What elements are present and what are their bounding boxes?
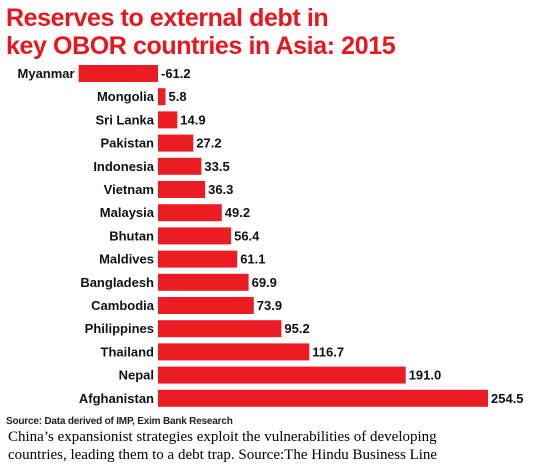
value-label: 61.1 bbox=[240, 252, 265, 267]
chart-title: Reserves to external debt in key OBOR co… bbox=[6, 4, 546, 60]
chart-title-line-2: key OBOR countries in Asia: 2015 bbox=[6, 32, 396, 60]
bar-philippines bbox=[158, 320, 282, 338]
value-label: 49.2 bbox=[225, 205, 250, 220]
bar-nepal bbox=[158, 366, 406, 384]
category-label: Pakistan bbox=[101, 136, 155, 151]
caption-line-2: countries, leading them to a debt trap. … bbox=[8, 447, 438, 463]
bar-maldives bbox=[158, 250, 238, 268]
category-label: Vietnam bbox=[104, 182, 154, 197]
category-label: Maldives bbox=[99, 252, 154, 267]
category-label: Bhutan bbox=[109, 228, 154, 243]
value-label: 191.0 bbox=[409, 368, 442, 383]
value-label: -61.2 bbox=[161, 66, 191, 81]
bar-chart: Myanmar -61.2 Mongolia 5.8 Sri Lanka 14.9 Paki… bbox=[18, 65, 524, 407]
figure-caption: China’s expansionist strategies exploit … bbox=[8, 428, 548, 464]
bar-bangladesh bbox=[158, 273, 249, 291]
value-label: 27.2 bbox=[196, 136, 221, 151]
bar-sri-lanka bbox=[158, 111, 178, 129]
bar-indonesia bbox=[158, 157, 202, 175]
category-label: Thailand bbox=[101, 344, 155, 359]
value-label: 95.2 bbox=[284, 321, 309, 336]
bar-cambodia bbox=[158, 297, 254, 314]
source-note: Source: Data derived of IMP, Exim Bank R… bbox=[6, 416, 233, 427]
category-label: Cambodia bbox=[91, 298, 155, 313]
category-label: Philippines bbox=[85, 321, 154, 336]
value-label: 73.9 bbox=[257, 298, 282, 313]
value-label: 254.5 bbox=[491, 391, 524, 406]
value-label: 5.8 bbox=[169, 89, 187, 104]
category-label: Indonesia bbox=[93, 159, 154, 174]
value-label: 116.7 bbox=[312, 344, 344, 359]
value-label: 33.5 bbox=[204, 159, 229, 174]
bar-myanmar bbox=[78, 65, 158, 82]
bar-mongolia bbox=[158, 88, 166, 106]
bar-bhutan bbox=[158, 227, 232, 245]
category-label: Mongolia bbox=[97, 89, 155, 104]
category-label: Sri Lanka bbox=[95, 112, 154, 127]
bar-vietnam bbox=[158, 181, 206, 198]
bar-pakistan bbox=[158, 134, 194, 152]
value-label: 36.3 bbox=[208, 182, 233, 197]
value-label: 14.9 bbox=[180, 112, 205, 127]
bar-malaysia bbox=[158, 204, 222, 222]
value-label: 56.4 bbox=[234, 228, 260, 243]
bar-thailand bbox=[158, 343, 310, 361]
category-label: Afghanistan bbox=[79, 391, 154, 406]
chart-title-line-1: Reserves to external debt in bbox=[6, 4, 329, 32]
bar-afghanistan bbox=[158, 389, 488, 407]
category-label: Myanmar bbox=[18, 66, 75, 81]
category-label: Malaysia bbox=[100, 205, 155, 220]
value-label: 69.9 bbox=[252, 275, 277, 290]
category-label: Nepal bbox=[119, 368, 154, 383]
category-label: Bangladesh bbox=[80, 275, 154, 290]
caption-line-1: China’s expansionist strategies exploit … bbox=[8, 429, 437, 445]
